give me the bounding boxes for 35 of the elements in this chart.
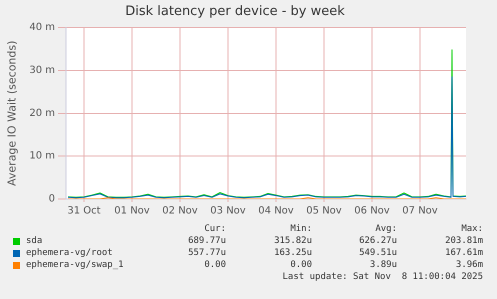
legend-label: ephemera-vg/root	[26, 248, 113, 258]
text: 0.00	[290, 260, 312, 270]
y-axis-title: Average IO Wait (seconds)	[5, 40, 18, 186]
chart-title: Disk latency per device - by week	[125, 4, 346, 20]
text: 3.89u	[370, 260, 397, 270]
x-tick-label: 05 Nov	[306, 206, 342, 217]
x-tick-label: 04 Nov	[258, 206, 294, 217]
text: Avg:	[375, 224, 397, 234]
text: Max:	[461, 224, 483, 234]
x-tick-label: 02 Nov	[162, 206, 198, 217]
text: Min:	[290, 224, 312, 234]
text: Last update: Sat Nov 8 11:00:04 2025	[282, 272, 483, 282]
text: 549.51u	[359, 248, 397, 258]
text: 163.25u	[274, 248, 312, 258]
text: 0.00	[203, 260, 226, 270]
text: 167.61m	[445, 248, 483, 258]
y-tick-label: 30 m	[29, 65, 55, 76]
x-tick-label: 03 Nov	[210, 206, 246, 217]
text: Cur:	[203, 224, 226, 234]
legend-label: sda	[26, 236, 42, 246]
y-tick-label: 0	[48, 194, 55, 205]
text: 203.81m	[445, 236, 483, 246]
y-tick-label: 40 m	[29, 22, 55, 34]
text: 557.77u	[187, 248, 226, 258]
text: 315.82u	[274, 236, 312, 246]
x-tick-label: 01 Nov	[114, 206, 150, 217]
y-tick-label: 20 m	[29, 108, 55, 119]
x-tick-label: 07 Nov	[402, 206, 438, 217]
text: 626.27u	[359, 236, 397, 246]
x-tick-label: 06 Nov	[354, 206, 390, 217]
y-tick-label: 10 m	[29, 150, 55, 162]
text: 689.77u	[187, 236, 226, 246]
legend-label: ephemera-vg/swap_1	[26, 260, 124, 270]
x-tick-label: 31 Oct	[67, 206, 101, 217]
text: 3.96m	[456, 260, 483, 270]
